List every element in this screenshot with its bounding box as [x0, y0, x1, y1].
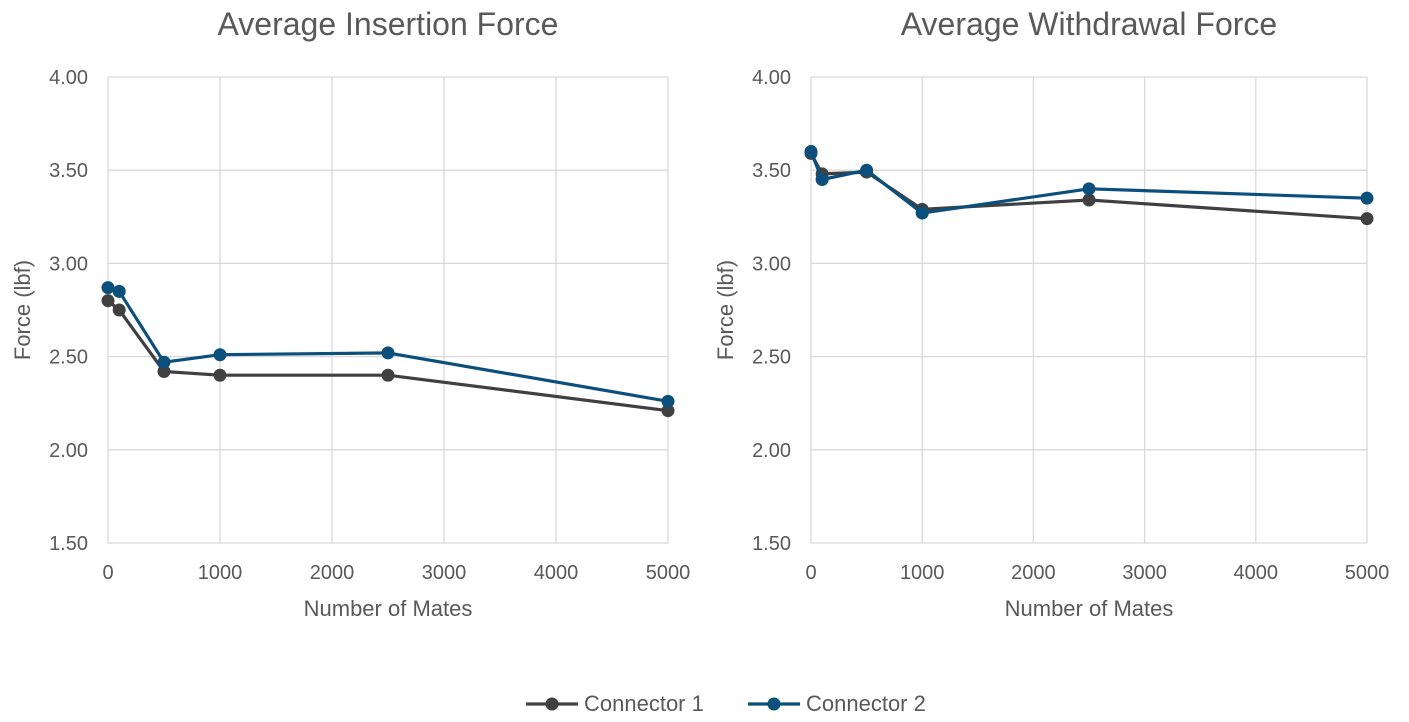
data-point	[1082, 193, 1096, 207]
x-tick-label: 0	[805, 562, 816, 584]
x-tick-label: 4000	[1234, 562, 1279, 584]
x-tick-label: 1000	[198, 562, 243, 584]
legend-label: Connector 1	[584, 691, 704, 716]
data-point	[860, 163, 874, 177]
data-point	[1360, 191, 1374, 205]
legend-point-marker	[767, 697, 781, 711]
data-point	[815, 173, 829, 187]
series-1	[101, 294, 675, 418]
data-point	[157, 355, 171, 369]
x-axis-label: Number of Mates	[1005, 596, 1174, 621]
x-tick-label: 4000	[534, 562, 579, 584]
y-tick-label: 3.00	[49, 253, 88, 275]
series-2	[101, 281, 675, 408]
data-point	[157, 365, 171, 379]
y-tick-label: 1.50	[752, 533, 791, 555]
y-tick-label: 1.50	[49, 533, 88, 555]
y-tick-label: 3.50	[49, 160, 88, 182]
y-axis-label: Force (lbf)	[713, 260, 738, 360]
x-tick-label: 0	[102, 562, 113, 584]
legend-label: Connector 2	[806, 691, 926, 716]
x-tick-label: 3000	[1122, 562, 1167, 584]
data-point	[804, 145, 818, 159]
data-point	[661, 394, 675, 408]
x-tick-label: 3000	[422, 562, 467, 584]
data-point	[112, 303, 126, 317]
x-axis-label: Number of Mates	[304, 596, 473, 621]
y-tick-label: 3.50	[752, 160, 791, 182]
legend-item: Connector 1	[526, 691, 704, 716]
series-2	[804, 145, 1374, 220]
data-point	[1360, 212, 1374, 226]
legend-item: Connector 2	[748, 691, 926, 716]
data-point	[101, 281, 115, 295]
data-point	[101, 294, 115, 308]
y-tick-label: 4.00	[752, 67, 791, 89]
data-point	[112, 284, 126, 298]
data-point	[1082, 182, 1096, 196]
legend-point-marker	[545, 697, 559, 711]
chart-panel-2: Average Withdrawal Force 1.50 2.00 2.50 3.00…	[713, 6, 1389, 621]
legend: Connector 1 Connector 2	[526, 691, 926, 716]
data-point	[381, 368, 395, 382]
chart-title: Average Insertion Force	[218, 6, 559, 42]
chart-title: Average Withdrawal Force	[901, 6, 1277, 42]
y-tick-label: 3.00	[752, 253, 791, 275]
x-tick-label: 5000	[1345, 562, 1390, 584]
x-tick-label: 2000	[1011, 562, 1056, 584]
data-point	[213, 348, 227, 362]
data-point	[661, 404, 675, 418]
y-axis-label: Force (lbf)	[10, 260, 35, 360]
chart-panel-1: Average Insertion Force 1.50 2.00 2.50 3.00 3…	[10, 6, 690, 621]
y-tick-label: 4.00	[49, 67, 88, 89]
y-tick-label: 2.50	[49, 347, 88, 369]
x-tick-label: 2000	[310, 562, 355, 584]
data-point	[915, 206, 929, 220]
data-point	[213, 368, 227, 382]
y-tick-label: 2.00	[49, 440, 88, 462]
x-tick-label: 1000	[900, 562, 945, 584]
y-tick-label: 2.00	[752, 440, 791, 462]
series-line	[107, 286, 669, 403]
y-tick-label: 2.50	[752, 347, 791, 369]
data-point	[381, 346, 395, 360]
x-tick-label: 5000	[646, 562, 691, 584]
